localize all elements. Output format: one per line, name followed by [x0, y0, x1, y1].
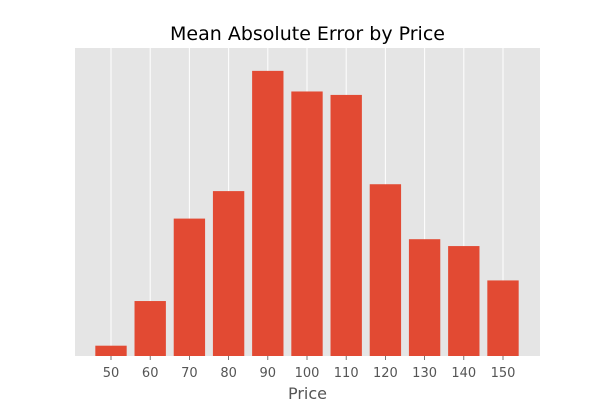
- bar-150: [487, 280, 519, 356]
- bar-100: [291, 91, 323, 356]
- x-axis-label: Price: [288, 384, 327, 400]
- bar-60: [134, 301, 166, 356]
- bar-70: [173, 218, 206, 356]
- chart-title: Mean Absolute Error by Price: [170, 23, 445, 45]
- bar-110: [330, 94, 362, 356]
- x-tick-label: 50: [103, 366, 120, 381]
- x-axis-ticks: 50 60 70 80 90 100 110 120 130 140 150: [103, 356, 516, 381]
- x-tick-label: 90: [260, 366, 277, 381]
- x-tick-label: 60: [142, 366, 159, 381]
- bar-130: [408, 239, 441, 356]
- x-tick-label: 70: [181, 366, 198, 381]
- x-tick-label: 120: [373, 366, 398, 381]
- bars: [95, 70, 519, 356]
- x-tick-label: 100: [295, 366, 320, 381]
- x-tick-label: 80: [220, 366, 237, 381]
- x-tick-label: 110: [334, 366, 359, 381]
- bar-120: [369, 184, 402, 356]
- bar-50: [95, 345, 127, 356]
- bar-90: [252, 70, 284, 356]
- x-tick-label: 140: [451, 366, 476, 381]
- bar-140: [448, 246, 480, 356]
- x-tick-label: 150: [491, 366, 516, 381]
- bar-80: [212, 191, 245, 356]
- x-tick-label: 130: [412, 366, 437, 381]
